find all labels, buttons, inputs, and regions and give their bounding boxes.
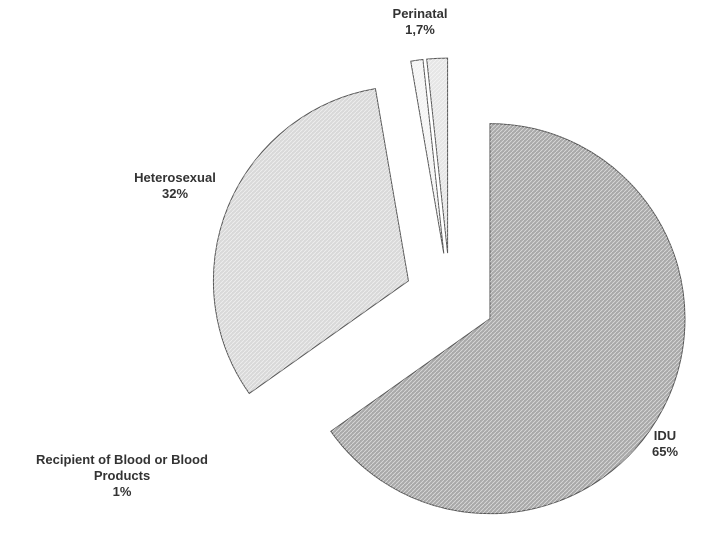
value-label: 1,7%	[405, 22, 435, 37]
slice-texture	[213, 88, 409, 394]
value-label: 65%	[651, 444, 679, 459]
slice-texture	[330, 123, 685, 514]
slice-texture	[410, 59, 444, 254]
category-label: Perinatal	[392, 6, 448, 21]
category-label: IDU	[653, 428, 677, 443]
value-label: 32%	[161, 186, 189, 201]
slice-label: Perinatal 1,7%	[380, 6, 460, 38]
slice-label: Recipient of Blood or Blood Products 1%	[7, 452, 237, 500]
category-label: Heterosexual	[134, 170, 216, 185]
slice-texture	[426, 58, 448, 254]
value-label: 1%	[112, 484, 132, 499]
slice-label: IDU 65%	[635, 428, 695, 460]
category-label: Recipient of Blood or Blood Products	[36, 452, 208, 483]
slice-label: Heterosexual 32%	[115, 170, 235, 202]
